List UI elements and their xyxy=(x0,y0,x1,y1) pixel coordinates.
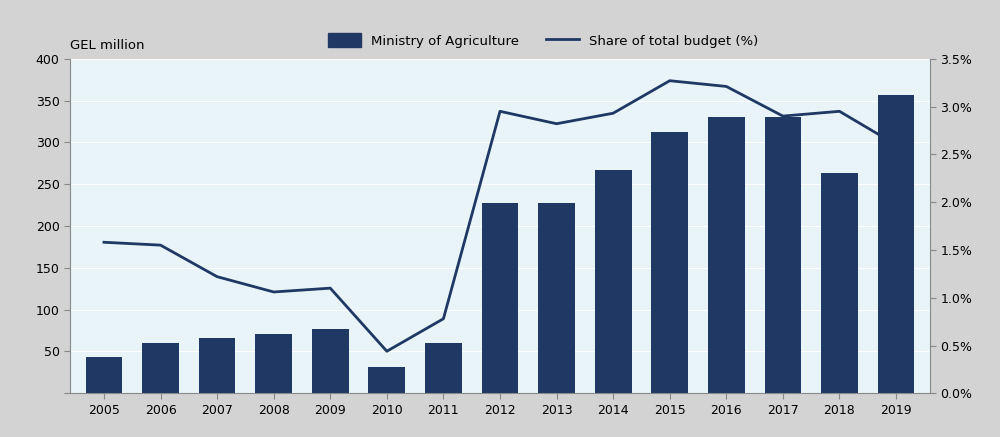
Bar xyxy=(878,95,914,393)
Bar xyxy=(312,329,349,393)
Legend: Ministry of Agriculture, Share of total budget (%): Ministry of Agriculture, Share of total … xyxy=(328,33,758,48)
Bar xyxy=(425,343,462,393)
Bar xyxy=(538,204,575,393)
Bar xyxy=(482,203,518,393)
Bar xyxy=(765,117,801,393)
Bar xyxy=(708,117,745,393)
Bar xyxy=(86,357,122,393)
Bar xyxy=(821,173,858,393)
Bar xyxy=(595,170,632,393)
Bar xyxy=(142,343,179,393)
Bar xyxy=(368,367,405,393)
Bar xyxy=(255,334,292,393)
Text: GEL million: GEL million xyxy=(70,39,144,52)
Bar xyxy=(199,338,235,393)
Bar xyxy=(651,132,688,393)
